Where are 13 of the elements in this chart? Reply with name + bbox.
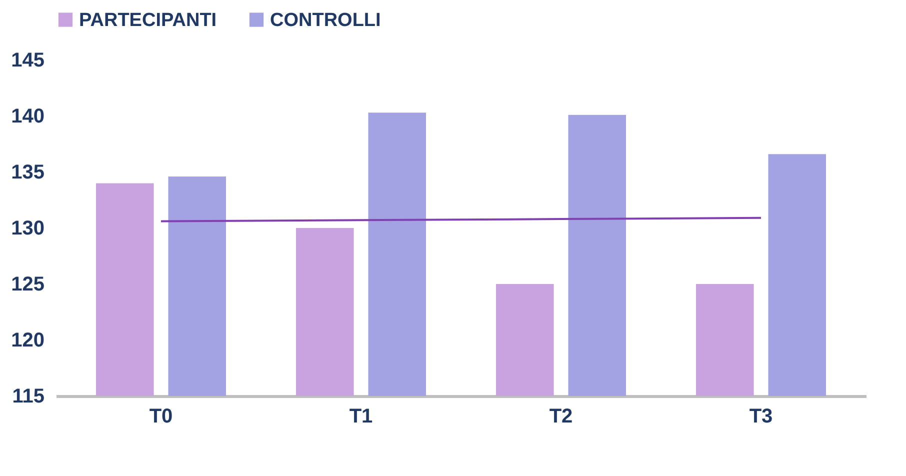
x-tick-label: T3 [749,406,773,428]
y-tick-label: 140 [11,106,44,128]
x-tick-label: T0 [149,406,173,428]
y-tick-label: 125 [11,274,44,296]
legend-label: CONTROLLI [270,10,381,31]
legend-label: PARTECIPANTI [79,10,217,31]
x-tick-label: T1 [349,406,373,428]
y-tick-label: 135 [11,162,44,184]
y-tick-label: 120 [11,330,44,352]
y-tick-label: 115 [12,386,44,408]
y-tick-label: 130 [11,218,44,240]
x-tick-label: T2 [549,406,573,428]
y-tick-label: 145 [11,50,44,72]
